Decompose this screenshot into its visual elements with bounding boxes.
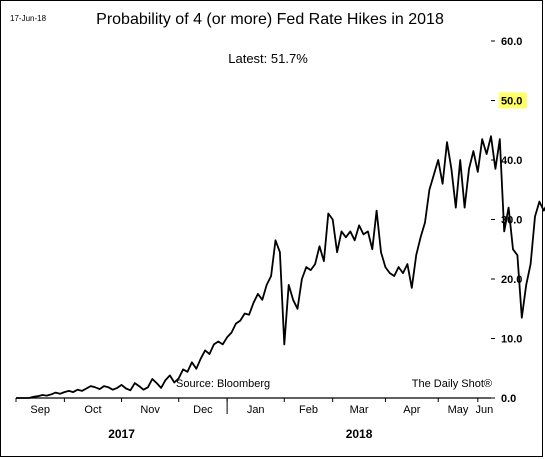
date-label: 17-Jun-18 [10,14,47,23]
series-layer [16,135,545,399]
year-label: 2018 [346,427,373,441]
x-tick-label: Apr [403,404,420,416]
y-tick-label: 50.0 [501,96,522,108]
x-tick-label: May [448,404,469,416]
year-label: 2017 [108,427,135,441]
brand-label: The Daily Shot® [412,378,492,390]
x-tick-label: Sep [30,404,50,416]
y-tick-label: 0.0 [501,393,516,405]
source-label: Source: Bloomberg [176,378,270,390]
y-tick-label: 20.0 [501,274,522,286]
x-axis: Sep Oct Nov Dec Jan Feb Mar Apr May Jun 2017 2018 [15,397,494,441]
y-tick-label: 40.0 [501,155,522,167]
x-tick-label: Dec [193,404,213,416]
y-axis: 0.010.020.030.040.050.060.0 [491,36,527,405]
x-tick-label: Jun [476,404,494,416]
x-tick-label: Jan [247,404,265,416]
y-tick-label: 10.0 [501,334,522,346]
x-tick-label: Feb [299,404,318,416]
x-tick-label: Oct [84,404,101,416]
chart-title: Probability of 4 (or more) Fed Rate Hike… [96,11,444,28]
chart-subtitle: Latest: 51.7% [228,51,308,66]
x-tick-label: Mar [350,404,369,416]
y-tick-label: 60.0 [501,36,522,48]
latest-value-highlight [499,92,527,109]
x-tick-label: Nov [140,404,160,416]
series-line [16,135,545,399]
